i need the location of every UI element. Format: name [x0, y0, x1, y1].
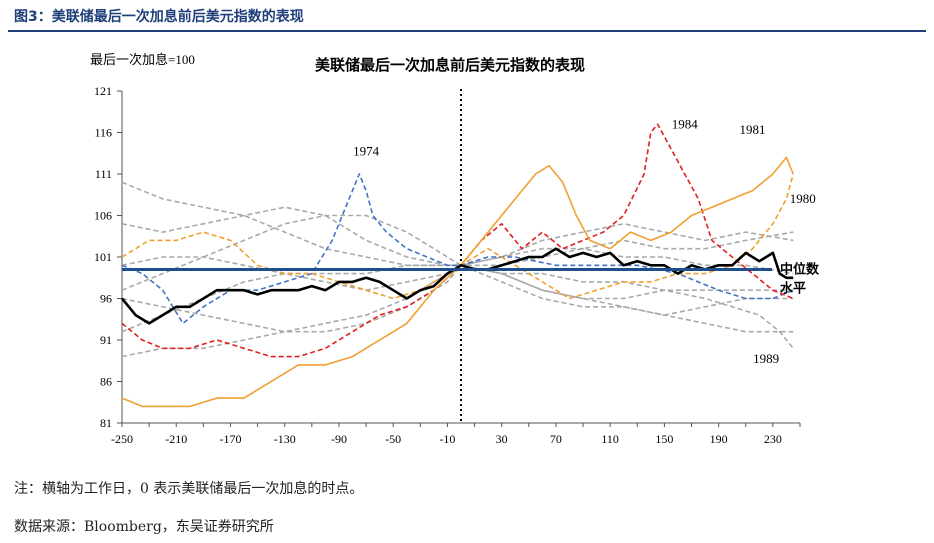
- median-level-label: 水平: [780, 280, 806, 296]
- series-annotation: 1989: [753, 351, 779, 366]
- series-line-unlabeled: [121, 247, 794, 358]
- x-tick-label: -130: [274, 432, 296, 446]
- series-annotation: 1981: [740, 122, 766, 137]
- series-line-1981: [121, 156, 794, 408]
- series-annotation: 1980: [790, 191, 816, 206]
- figure-title: 图3：美联储最后一次加息前后美元指数的表现: [14, 9, 304, 25]
- x-tick-label: 230: [764, 432, 782, 446]
- series-line-unlabeled: [121, 264, 794, 333]
- y-tick-label: 96: [100, 292, 112, 306]
- series-annotation: 1984: [672, 116, 699, 131]
- x-tick-label: -250: [111, 432, 133, 446]
- figure-note: 注：横轴为工作日，0 表示美联储最后一次加息的时点。: [14, 481, 364, 497]
- title-divider: [8, 30, 926, 32]
- x-tick-label: -210: [165, 432, 187, 446]
- x-tick-label: -10: [439, 432, 455, 446]
- y-tick-label: 81: [100, 416, 112, 430]
- series-line-1984: [121, 123, 794, 358]
- y-tick-label: 111: [95, 167, 112, 181]
- usd-index-chart: 最后一次加息=100 美联储最后一次加息前后美元指数的表现 81 86 91 96 10…: [90, 52, 820, 446]
- x-tick-label: 110: [601, 432, 619, 446]
- series-line-unlabeled: [121, 264, 794, 333]
- x-tick-label: 190: [710, 432, 728, 446]
- y-tick-label: 86: [100, 375, 112, 389]
- x-tick-label: 30: [496, 432, 508, 446]
- y-tick-label: 106: [94, 209, 112, 223]
- median-level-label: 中位数: [780, 261, 820, 277]
- x-tick-label: -90: [331, 432, 347, 446]
- x-tick-label: 150: [655, 432, 673, 446]
- y-tick-label: 121: [94, 84, 112, 98]
- y-tick-label: 91: [100, 333, 112, 347]
- series-line-median: [120, 247, 794, 325]
- x-tick-label: -170: [219, 432, 241, 446]
- y-axis-label: 最后一次加息=100: [90, 52, 195, 67]
- series-line-unlabeled: [121, 214, 794, 291]
- series-lines: [120, 123, 794, 408]
- y-tick-label: 101: [94, 250, 112, 264]
- x-tick-label: 70: [550, 432, 562, 446]
- chart-title: 美联储最后一次加息前后美元指数的表现: [315, 56, 585, 74]
- x-tick-label: -50: [385, 432, 401, 446]
- figure-source: 数据来源：Bloomberg，东吴证券研究所: [14, 519, 274, 535]
- y-tick-label: 116: [94, 126, 112, 140]
- axes: 81 86 91 96 101 106 111 116 121 -250 -210 -170 -130 -…: [94, 84, 801, 446]
- series-annotation: 1974: [353, 144, 380, 159]
